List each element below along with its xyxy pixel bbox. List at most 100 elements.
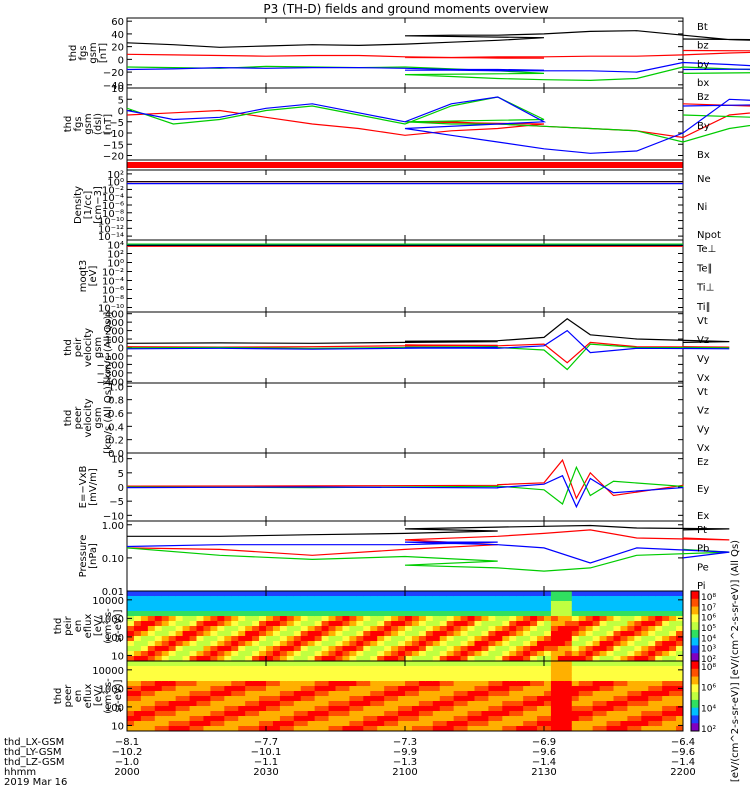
spectrogram-cell bbox=[405, 661, 413, 667]
y-tick-label: 0.4 bbox=[108, 422, 124, 433]
spectrogram-cell bbox=[377, 716, 385, 722]
spectrogram-cell bbox=[627, 681, 635, 687]
spectrogram-cell bbox=[439, 676, 448, 682]
spectrogram-cell bbox=[217, 596, 225, 602]
spectrogram-cell bbox=[550, 696, 559, 702]
spectrogram-cell bbox=[398, 631, 406, 637]
spectrogram-cell bbox=[391, 641, 399, 647]
spectrogram-cell bbox=[662, 591, 670, 597]
spectrogram-cell bbox=[606, 606, 614, 612]
spectrogram-cell bbox=[648, 716, 656, 722]
spectrogram-cell bbox=[245, 591, 253, 597]
spectrogram-cell bbox=[655, 671, 663, 677]
spectrogram-cell bbox=[613, 676, 621, 682]
spectrogram-cell bbox=[272, 706, 281, 712]
spectrogram-cell bbox=[425, 656, 434, 662]
spectrogram-cell bbox=[168, 721, 177, 727]
spectrogram-cell bbox=[592, 611, 601, 617]
colorbar-segment bbox=[691, 707, 699, 716]
ephemeris-value: 2200 bbox=[670, 767, 695, 778]
y-axis-label-line: [eV/ bbox=[93, 685, 104, 706]
spectrogram-cell bbox=[259, 706, 267, 712]
spectrogram-cell bbox=[272, 701, 281, 707]
series-line-bz bbox=[126, 49, 750, 59]
spectrogram-cell bbox=[662, 611, 670, 617]
spectrogram-cell bbox=[648, 601, 656, 607]
spectrogram-cell bbox=[349, 721, 357, 727]
legend-label: Pi bbox=[697, 581, 706, 592]
spectrogram-cell bbox=[516, 691, 524, 697]
spectrogram-cell bbox=[648, 611, 656, 617]
spectrogram-cell bbox=[307, 706, 316, 712]
spectrogram-cell bbox=[481, 681, 489, 687]
spectrogram-cell bbox=[398, 596, 406, 602]
spectrogram-cell bbox=[418, 706, 427, 712]
spectrogram-cell bbox=[467, 646, 475, 652]
spectrogram-cell bbox=[210, 591, 218, 597]
spectrogram-cell bbox=[266, 631, 274, 637]
spectrogram-cell bbox=[648, 681, 656, 687]
spectrogram-cell bbox=[182, 626, 191, 632]
spectrogram-cell bbox=[488, 641, 496, 647]
spectrogram-cell bbox=[300, 681, 309, 687]
spectrogram-cell bbox=[516, 601, 524, 607]
spectrogram-cell bbox=[418, 591, 427, 597]
spectrogram-cell bbox=[606, 641, 614, 647]
spectrogram-cell bbox=[460, 616, 469, 622]
spectrogram-cell bbox=[516, 616, 524, 622]
spectrogram-cell bbox=[314, 646, 323, 652]
spectrogram-cell bbox=[669, 696, 677, 702]
spectrogram-cell bbox=[571, 661, 580, 667]
spectrogram-cell bbox=[592, 726, 601, 732]
spectrogram-cell bbox=[238, 636, 246, 642]
spectrogram-cell bbox=[425, 716, 434, 722]
spectrogram-cell bbox=[662, 651, 670, 657]
spectrogram-cell bbox=[398, 686, 406, 692]
spectrogram-cell bbox=[182, 621, 191, 627]
spectrogram-cell bbox=[335, 616, 343, 622]
spectrogram-cell bbox=[342, 641, 350, 647]
spectrogram-cell bbox=[669, 686, 677, 692]
spectrogram-cell bbox=[474, 626, 482, 632]
spectrogram-cell bbox=[140, 696, 149, 702]
spectrogram-cell bbox=[634, 701, 642, 707]
spectrogram-cell bbox=[481, 676, 489, 682]
spectrogram-cell bbox=[300, 676, 309, 682]
spectrogram-cell bbox=[384, 591, 392, 597]
spectrogram-cell bbox=[182, 721, 191, 727]
spectrogram-cell bbox=[259, 616, 267, 622]
spectrogram-cell bbox=[398, 641, 406, 647]
spectrogram-cell bbox=[363, 631, 371, 637]
spectrogram-cell bbox=[502, 666, 510, 672]
spectrogram-cell bbox=[481, 616, 489, 622]
spectrogram-cell bbox=[182, 611, 191, 617]
spectrogram-cell bbox=[676, 596, 684, 602]
spectrogram-cell bbox=[154, 671, 163, 677]
spectrogram-cell bbox=[411, 701, 420, 707]
legend-label: bx bbox=[697, 78, 709, 89]
spectrogram-cell bbox=[363, 616, 371, 622]
spectrogram-cell bbox=[335, 716, 343, 722]
spectrogram-cell bbox=[613, 711, 621, 717]
spectrogram-cell bbox=[293, 666, 302, 672]
spectrogram-cell bbox=[203, 616, 211, 622]
spectrogram-cell bbox=[356, 596, 364, 602]
spectrogram-cell bbox=[676, 676, 684, 682]
spectrogram-cell bbox=[314, 621, 323, 627]
y-tick-label: 10⁻² bbox=[102, 268, 124, 279]
spectrogram-cell bbox=[384, 606, 392, 612]
spectrogram-cell bbox=[405, 591, 413, 597]
spectrogram-cell bbox=[196, 671, 204, 677]
spectrogram-cell bbox=[224, 611, 232, 617]
spectrogram-cell bbox=[189, 591, 197, 597]
spectrogram-cell bbox=[210, 711, 218, 717]
spectrogram-cell bbox=[175, 591, 184, 597]
spectrogram-cell bbox=[377, 711, 385, 717]
spectrogram-cell bbox=[530, 666, 538, 672]
spectrogram-cell bbox=[557, 661, 566, 667]
spectrogram-cell bbox=[432, 651, 441, 657]
spectrogram-cell bbox=[279, 616, 288, 622]
spectrogram-cell bbox=[328, 706, 336, 712]
spectrogram-cell bbox=[189, 666, 197, 672]
